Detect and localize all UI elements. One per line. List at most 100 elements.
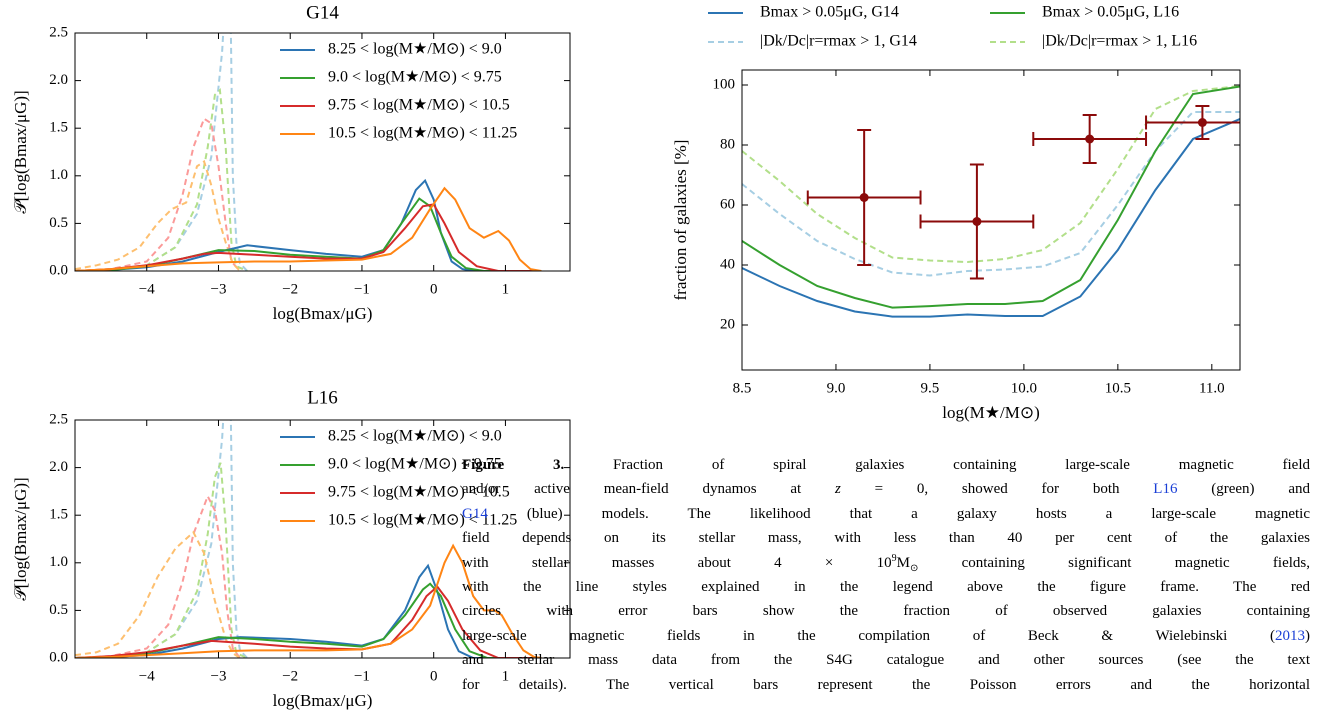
caption-line: Figure 3. Fraction of spiral galaxies co… <box>462 453 1310 477</box>
dashed-line <box>75 493 241 658</box>
caption-text: M <box>896 554 910 571</box>
x-tick-label: 1 <box>502 281 510 297</box>
legend-label: Bmax > 0.05μG, L16 <box>1042 4 1179 21</box>
point <box>1085 134 1095 144</box>
caption-math: z <box>835 481 841 498</box>
point <box>972 217 982 226</box>
legend-label: 9.75 < log(M★/M⊙) < 10.5 <box>328 97 510 114</box>
caption-sub: ⊙ <box>909 562 919 574</box>
caption-line: field depends on its stellar mass, with … <box>462 526 1310 550</box>
line <box>742 117 1240 318</box>
caption-text: = 0, showed for both <box>840 481 1154 498</box>
x-tick-label: 0 <box>430 668 438 684</box>
x-tick-label: −1 <box>354 668 370 684</box>
y-tick-label: 0.0 <box>49 649 68 665</box>
chart-title: G14 <box>306 2 339 23</box>
x-axis-label: log(M★/M⊙) <box>942 403 1039 422</box>
caption-link[interactable]: L16 <box>1153 481 1178 498</box>
y-tick-label: 0.0 <box>49 262 68 278</box>
plot-area <box>75 33 542 271</box>
x-tick-label: 0 <box>430 281 438 297</box>
legend-label: 9.0 < log(M★/M⊙) < 9.75 <box>328 456 502 473</box>
y-tick-label: 60 <box>720 196 735 212</box>
caption-line: and/or active mean-field dynamos at z = … <box>462 477 1310 501</box>
y-tick-label: 100 <box>713 76 736 92</box>
x-tick-label: 11.0 <box>1199 380 1225 396</box>
dashed-line <box>75 87 248 271</box>
caption-text: circles with error bars show the fractio… <box>462 603 1310 620</box>
dashed-line <box>75 462 248 658</box>
x-tick-label: −1 <box>354 281 370 297</box>
x-tick-label: 8.5 <box>733 380 752 396</box>
caption-line: for details). The vertical bars represen… <box>462 673 1310 697</box>
dashed-line <box>742 111 1240 277</box>
y-tick-label: 0.5 <box>49 602 68 618</box>
x-tick-label: 10.5 <box>1105 380 1131 396</box>
caption-text: with stellar masses about 4 × 10 <box>462 554 892 571</box>
caption-text: and/or active mean-field dynamos at <box>462 481 836 498</box>
y-axis-label: 𝒫[log(Bmax/μG)] <box>11 477 30 600</box>
y-tick-label: 2.5 <box>49 24 68 40</box>
x-tick-label: −2 <box>282 281 298 297</box>
caption: Figure 3. Fraction of spiral galaxies co… <box>462 453 1310 697</box>
y-tick-label: 1.0 <box>49 167 68 183</box>
axes-frame <box>74 32 571 272</box>
caption-line: with stellar masses about 4 × 109M⊙ cont… <box>462 551 1310 575</box>
y-axis-label: 𝒫[log(Bmax/μG)] <box>11 90 30 213</box>
y-tick-label: 1.5 <box>49 120 68 136</box>
y-tick-label: 0.5 <box>49 215 68 231</box>
line <box>75 543 542 658</box>
dashed-line <box>75 159 241 271</box>
x-tick-label: −4 <box>139 281 155 297</box>
caption-line: and stellar mass data from the S4G catal… <box>462 648 1310 672</box>
axes-frame <box>74 419 571 659</box>
caption-label: Figure 3. <box>462 457 565 473</box>
y-tick-label: 20 <box>720 316 735 332</box>
x-tick-label: 9.5 <box>921 380 940 396</box>
x-tick-label: 10.0 <box>1011 380 1037 396</box>
x-tick-label: −2 <box>282 668 298 684</box>
caption-line: with the line styles explained in the le… <box>462 575 1310 599</box>
x-axis-label: log(Bmax/μG) <box>273 691 373 710</box>
caption-sup: 9 <box>891 552 897 564</box>
caption-text: (green) and <box>1177 481 1310 498</box>
x-tick-label: −3 <box>210 668 226 684</box>
caption-text: for details). The vertical bars represen… <box>462 676 1310 693</box>
legend-label: 10.5 < log(M★/M⊙) < 11.25 <box>328 125 517 142</box>
legend-label: 8.25 < log(M★/M⊙) < 9.0 <box>328 428 502 445</box>
caption-line: large-scale magnetic fields in the compi… <box>462 624 1310 648</box>
point <box>1197 118 1207 127</box>
caption-text: large-scale magnetic fields in the compi… <box>462 627 1275 644</box>
caption-line: circles with error bars show the fractio… <box>462 599 1310 623</box>
x-tick-label: −4 <box>139 668 155 684</box>
caption-text: containing significant magnetic fields, <box>918 554 1311 571</box>
dashed-line <box>75 420 248 658</box>
caption-text: field depends on its stellar mass, with … <box>462 530 1310 547</box>
y-tick-label: 1.0 <box>49 554 68 570</box>
caption-text: ) <box>1305 627 1310 644</box>
legend-label: 8.25 < log(M★/M⊙) < 9.0 <box>328 41 502 58</box>
axes-frame <box>741 69 1241 371</box>
caption-text: with the line styles explained in the le… <box>462 579 1310 596</box>
y-tick-label: 2.5 <box>49 411 68 427</box>
legend-label: 10.5 < log(M★/M⊙) < 11.25 <box>328 512 517 529</box>
x-tick-label: 9.0 <box>827 380 846 396</box>
y-axis-label: fraction of galaxies [%] <box>671 140 690 301</box>
caption-link[interactable]: 2013 <box>1275 627 1305 644</box>
legend-label: 9.75 < log(M★/M⊙) < 10.5 <box>328 484 510 501</box>
dashed-line <box>742 84 1240 264</box>
line <box>742 85 1240 309</box>
dashed-line <box>75 117 241 271</box>
y-tick-label: 2.0 <box>49 459 68 475</box>
y-tick-label: 40 <box>720 256 735 272</box>
chart-title: L16 <box>307 387 338 408</box>
legend-label: |Dk/Dc|r=rmax > 1, L16 <box>1042 33 1197 50</box>
y-tick-label: 80 <box>720 136 735 152</box>
legend-label: 9.0 < log(M★/M⊙) < 9.75 <box>328 69 502 86</box>
caption-text: (blue) models. The likelihood that a gal… <box>487 505 1310 522</box>
caption-text: Fraction of spiral galaxies containing l… <box>564 457 1311 473</box>
caption-link[interactable]: G14 <box>462 505 488 522</box>
plot-area <box>742 84 1240 318</box>
